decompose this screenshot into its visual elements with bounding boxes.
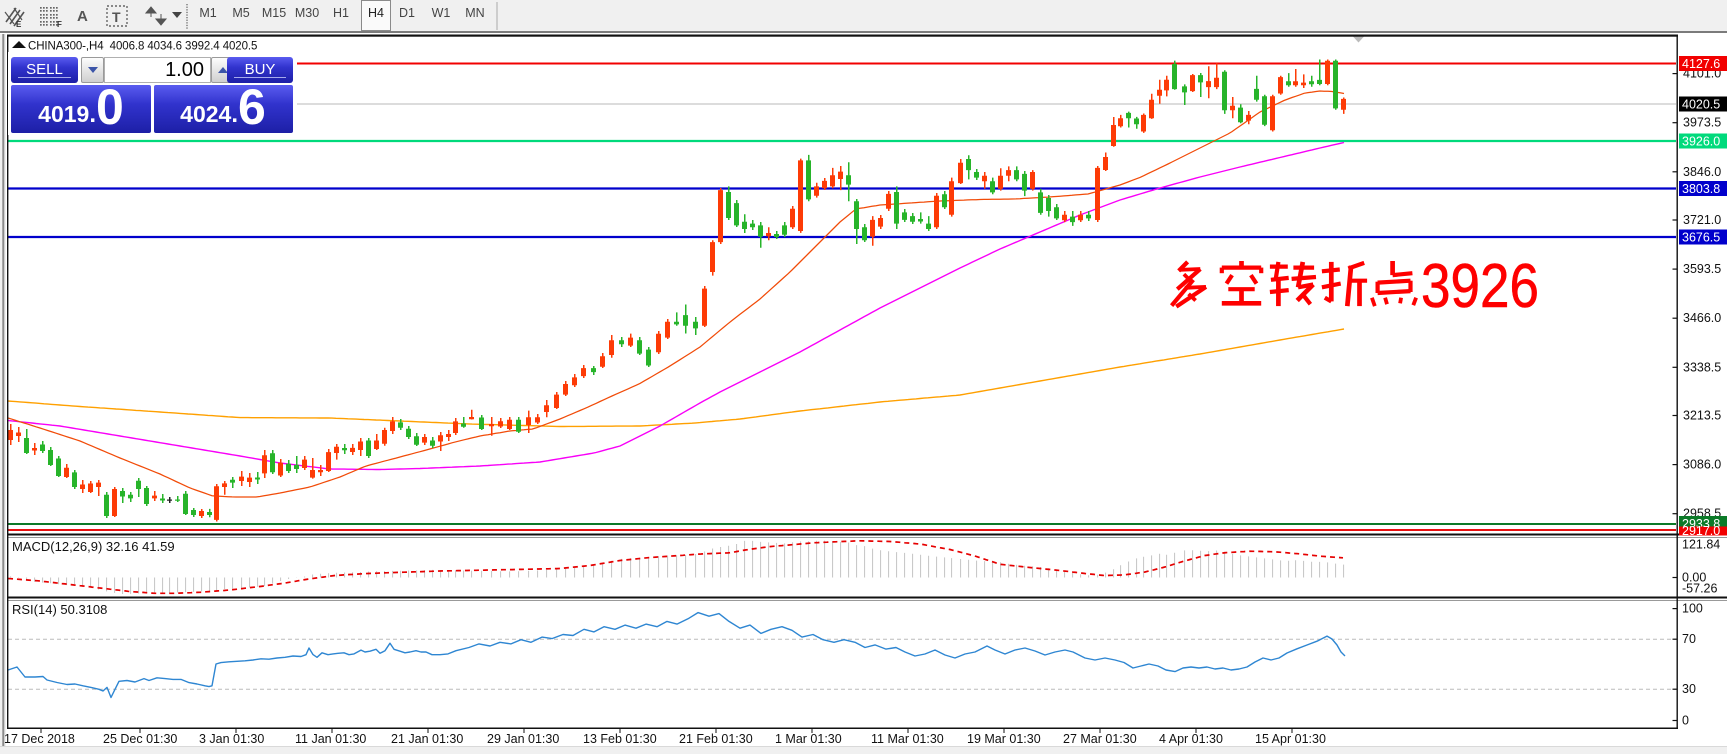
svg-text:3593.5: 3593.5 xyxy=(1683,262,1721,276)
svg-text:21 Jan 01:30: 21 Jan 01:30 xyxy=(391,732,463,746)
svg-text:21 Feb 01:30: 21 Feb 01:30 xyxy=(679,732,753,746)
svg-text:-57.26: -57.26 xyxy=(1682,582,1717,596)
svg-text:3721.0: 3721.0 xyxy=(1683,213,1721,227)
svg-text:3973.5: 3973.5 xyxy=(1683,116,1721,130)
svg-text:121.84: 121.84 xyxy=(1682,538,1720,552)
svg-text:3338.5: 3338.5 xyxy=(1683,360,1721,374)
svg-text:13 Feb 01:30: 13 Feb 01:30 xyxy=(583,732,657,746)
svg-text:19 Mar 01:30: 19 Mar 01:30 xyxy=(967,732,1041,746)
svg-text:27 Mar 01:30: 27 Mar 01:30 xyxy=(1063,732,1137,746)
svg-text:A: A xyxy=(77,8,88,25)
svg-text:3213.5: 3213.5 xyxy=(1683,409,1721,423)
svg-text:25 Dec 01:30: 25 Dec 01:30 xyxy=(103,732,177,746)
svg-text:3803.8: 3803.8 xyxy=(1682,182,1720,196)
svg-text:30: 30 xyxy=(1682,682,1696,696)
svg-text:29 Jan 01:30: 29 Jan 01:30 xyxy=(487,732,559,746)
svg-text:MACD(12,26,9) 32.16 41.59: MACD(12,26,9) 32.16 41.59 xyxy=(12,539,175,554)
svg-text:3086.0: 3086.0 xyxy=(1683,458,1721,472)
svg-text:15 Apr 01:30: 15 Apr 01:30 xyxy=(1255,732,1326,746)
svg-text:11 Mar 01:30: 11 Mar 01:30 xyxy=(871,732,944,746)
svg-text:0: 0 xyxy=(1682,714,1689,728)
svg-text:E: E xyxy=(16,20,22,29)
svg-text:3466.0: 3466.0 xyxy=(1683,311,1721,325)
svg-text:3846.0: 3846.0 xyxy=(1683,165,1721,179)
svg-text:17 Dec 2018: 17 Dec 2018 xyxy=(4,732,75,746)
svg-text:70: 70 xyxy=(1682,632,1696,646)
svg-text:2917.0: 2917.0 xyxy=(1682,524,1720,538)
svg-text:T: T xyxy=(112,9,121,25)
svg-text:3926: 3926 xyxy=(1421,252,1539,321)
svg-text:3676.5: 3676.5 xyxy=(1682,231,1720,245)
svg-text:11 Jan 01:30: 11 Jan 01:30 xyxy=(295,732,366,746)
svg-text:3 Jan 01:30: 3 Jan 01:30 xyxy=(199,732,264,746)
svg-text:F: F xyxy=(57,20,62,29)
svg-text:4020.5: 4020.5 xyxy=(1682,98,1720,112)
svg-text:1 Mar 01:30: 1 Mar 01:30 xyxy=(775,732,842,746)
svg-text:CHINA300-,H4 4006.8 4034.6 39: CHINA300-,H4 4006.8 4034.6 3992.4 4020.5 xyxy=(28,41,257,53)
svg-text:0.00: 0.00 xyxy=(1682,571,1706,585)
svg-text:RSI(14) 50.3108: RSI(14) 50.3108 xyxy=(12,602,107,617)
svg-text:3926.0: 3926.0 xyxy=(1682,135,1720,149)
svg-text:4127.6: 4127.6 xyxy=(1682,57,1720,71)
svg-text:100: 100 xyxy=(1682,602,1703,616)
svg-text:4 Apr 01:30: 4 Apr 01:30 xyxy=(1159,732,1223,746)
